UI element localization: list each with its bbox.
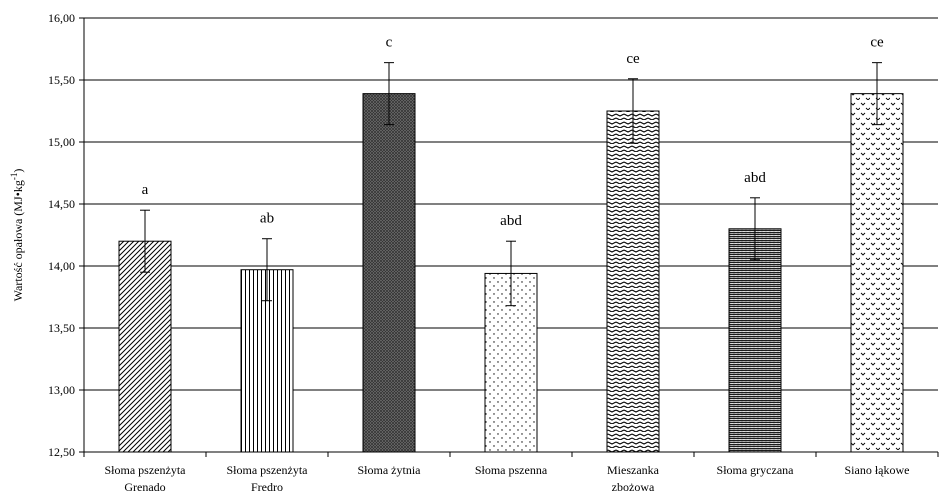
y-tick-label: 13,50 — [48, 321, 75, 335]
y-axis-title-main: Wartość opałowa (MJ•kg — [11, 180, 25, 301]
category-label: Słoma pszenżyta Grenado — [105, 463, 187, 494]
bar — [850, 93, 904, 453]
bar — [362, 93, 416, 453]
error-bar — [628, 78, 638, 144]
y-tick-label: 14,00 — [48, 259, 75, 273]
y-axis-title-end: ) — [11, 169, 25, 173]
y-tick-label: 14,50 — [48, 197, 75, 211]
category-label: Słoma pszenżyta Fredro — [227, 463, 309, 494]
bar — [606, 110, 660, 453]
significance-label: ce — [626, 51, 640, 67]
error-bar — [506, 240, 516, 307]
category-label: Słoma pszenna — [475, 463, 548, 477]
significance-labels: a ab c abd ce abd ce — [142, 35, 884, 230]
error-bar — [384, 62, 394, 126]
error-bar — [140, 209, 150, 273]
error-bars — [140, 62, 882, 307]
y-tick-label: 15,50 — [48, 73, 75, 87]
y-tick-label: 13,00 — [48, 383, 75, 397]
significance-label: abd — [500, 213, 522, 229]
error-bar — [750, 197, 760, 261]
significance-label: c — [386, 35, 393, 51]
y-axis-ticks: 12,50 13,00 13,50 14,00 14,50 15,00 15,50 16,00 — [48, 11, 939, 459]
bar — [118, 240, 172, 453]
bar — [728, 228, 782, 453]
y-tick-label: 15,00 — [48, 135, 75, 149]
significance-label: ab — [260, 211, 274, 227]
category-label: Mieszanka zbożowa — [607, 463, 660, 494]
category-label: Słoma żytnia — [358, 463, 422, 477]
error-bar — [262, 238, 272, 302]
category-label: Słoma gryczana — [717, 463, 795, 477]
y-tick-label: 16,00 — [48, 11, 75, 25]
significance-label: abd — [744, 170, 766, 186]
significance-label: a — [142, 182, 149, 198]
y-axis-title-sup: -1 — [9, 173, 19, 181]
error-bar — [872, 62, 882, 126]
y-axis-title: Wartość opałowa (MJ•kg-1) — [9, 169, 25, 302]
category-labels: Słoma pszenżyta Grenado Słoma pszenżyta Fre… — [105, 463, 910, 494]
y-tick-label: 12,50 — [48, 445, 75, 459]
significance-label: ce — [870, 35, 884, 51]
category-label: Siano łąkowe — [845, 463, 910, 477]
